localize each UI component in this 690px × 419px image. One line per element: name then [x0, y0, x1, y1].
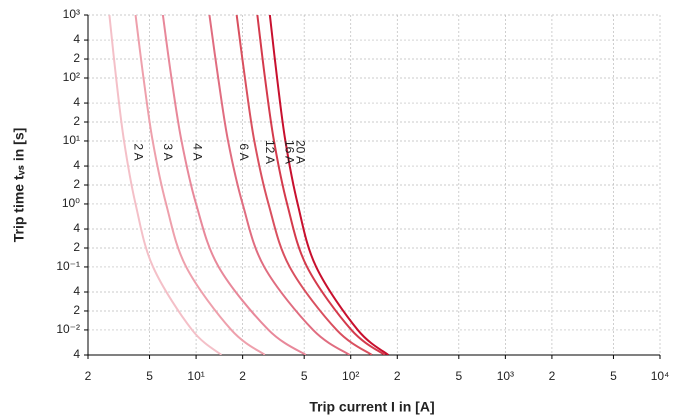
x-tick-label: 2	[549, 369, 556, 383]
y-tick-label: 4	[73, 284, 80, 298]
y-tick-label: 2	[73, 51, 80, 65]
y-tick-label: 4	[73, 95, 80, 109]
curve-label: 2 A	[132, 143, 146, 160]
trip-curve	[134, 15, 266, 355]
x-tick-label: 10⁴	[651, 369, 670, 383]
y-tick-label: 2	[73, 114, 80, 128]
trip-curve	[161, 15, 307, 355]
y-axis-title: Trip time tᵥₛ in [s]	[11, 128, 27, 243]
trip-curve	[235, 15, 373, 355]
y-tick-label: 10⁰	[62, 196, 80, 210]
y-tick-label: 10⁻¹	[56, 259, 80, 273]
y-tick-label: 10²	[63, 70, 80, 84]
x-tick-label: 10²	[342, 369, 359, 383]
y-tick-label: 2	[73, 240, 80, 254]
y-tick-label: 4	[73, 158, 80, 172]
y-tick-label: 4	[73, 347, 80, 361]
plot-area	[108, 15, 389, 355]
curve-label: 6 A	[237, 143, 251, 160]
y-tick-label: 2	[73, 303, 80, 317]
trip-curve	[256, 15, 386, 355]
x-tick-label: 5	[146, 369, 153, 383]
x-tick-label: 2	[394, 369, 401, 383]
curve-label: 12 A	[263, 140, 277, 164]
curve-label: 3 A	[161, 143, 175, 160]
curve-label: 20 A	[293, 140, 307, 164]
x-tick-label: 2	[239, 369, 246, 383]
x-tick-label: 2	[85, 369, 92, 383]
y-tick-label: 4	[73, 32, 80, 46]
x-tick-label: 5	[301, 369, 308, 383]
y-tick-label: 10³	[63, 7, 80, 21]
trip-curve	[108, 15, 223, 355]
y-tick-label: 4	[73, 221, 80, 235]
y-tick-label: 10¹	[63, 133, 80, 147]
x-axis-title: Trip current I in [A]	[309, 399, 434, 415]
x-tick-label: 10³	[497, 369, 514, 383]
x-tick-label: 5	[455, 369, 462, 383]
y-tick-label: 10⁻²	[56, 322, 80, 336]
x-tick-label: 5	[610, 369, 617, 383]
curve-label: 16 A	[282, 140, 296, 164]
trip-curve	[268, 15, 389, 355]
x-tick-label: 10¹	[187, 369, 204, 383]
trip-curve	[208, 15, 351, 355]
y-tick-label: 2	[73, 177, 80, 191]
curve-label: 4 A	[191, 143, 205, 160]
